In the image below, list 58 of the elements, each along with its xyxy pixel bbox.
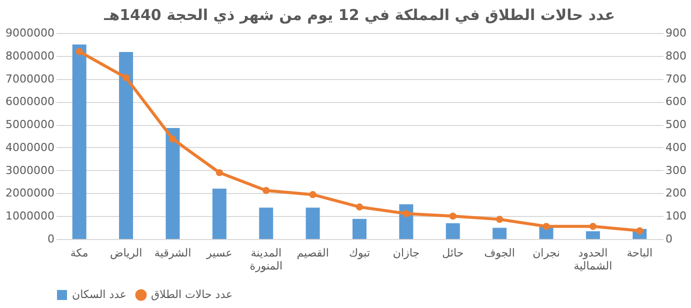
y-tick-label: 7000000 <box>6 72 54 86</box>
bar <box>492 228 507 239</box>
legend-label: عدد حالات الطلاق <box>151 288 233 301</box>
point <box>262 186 270 194</box>
y-tick-label: 4000000 <box>6 140 54 154</box>
x-tick-label: جازان <box>392 246 420 260</box>
point <box>356 203 364 210</box>
x-tick-label: عسير <box>206 246 232 260</box>
x-tick-label: تبوك <box>348 246 370 260</box>
y-tick-label: 3000000 <box>6 164 54 177</box>
chart-title: عدد حالات الطلاق في المملكة في 12 يوم من شهر ذي الحجة 1440هـ <box>103 6 615 24</box>
bar <box>586 231 600 239</box>
y2-tick-label: 500 <box>666 118 686 132</box>
bar <box>119 52 134 239</box>
y2-tick-label: 0 <box>666 232 672 246</box>
bar <box>446 223 460 239</box>
y2-tick-label: 700 <box>666 72 686 86</box>
x-tick-label: المدينة المنورة <box>250 246 283 272</box>
bar <box>306 208 320 239</box>
y2-tick-label: 200 <box>666 186 686 200</box>
y-tick-label: 5000000 <box>6 118 54 132</box>
x-tick-label: نجران <box>532 246 560 260</box>
point <box>402 210 410 218</box>
bar <box>72 44 86 239</box>
y2-tick-label: 400 <box>666 140 686 154</box>
point <box>309 191 316 198</box>
x-tick-label: الحدود الشمالية <box>574 246 612 272</box>
x-tick-label: مكة <box>70 246 88 260</box>
point <box>589 222 596 230</box>
y-tick-label: 2000000 <box>6 186 54 200</box>
bar <box>259 208 274 239</box>
point <box>449 212 456 220</box>
bar <box>352 218 366 239</box>
bar <box>166 128 180 239</box>
legend-label: عدد السكان <box>72 288 126 301</box>
x-tick-label: الرياض <box>110 246 142 260</box>
y-tick-label: 8000000 <box>6 49 54 62</box>
y2-tick-label: 600 <box>666 95 686 108</box>
x-tick-label: حائل <box>442 246 464 260</box>
point <box>76 48 83 56</box>
point <box>542 222 550 230</box>
y2-tick-label: 300 <box>666 164 686 177</box>
point <box>122 74 130 82</box>
x-tick-label: الجوف <box>484 246 515 260</box>
bar <box>212 188 226 239</box>
point <box>169 135 176 143</box>
point <box>496 216 504 223</box>
y2-tick-label: 900 <box>666 26 686 40</box>
y-tick-label: 6000000 <box>6 95 54 108</box>
x-tick-label: الشرقية <box>154 246 192 260</box>
y2-tick-label: 800 <box>666 49 686 62</box>
y-tick-label: 1000000 <box>6 210 54 223</box>
y-tick-label: 0 <box>48 232 54 246</box>
y2-tick-label: 100 <box>666 210 686 223</box>
x-tick-label: الباحة <box>626 246 653 260</box>
x-tick-label: القصيم <box>296 246 329 260</box>
y-tick-label: 9000000 <box>6 26 54 40</box>
point <box>216 169 223 176</box>
